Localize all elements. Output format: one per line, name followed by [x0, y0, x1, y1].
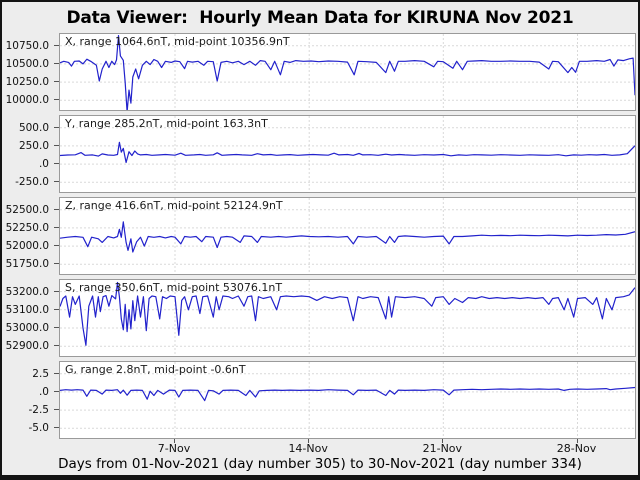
y-tick-mark: [54, 345, 59, 347]
chart-canvas-y: [60, 116, 635, 192]
x-tick-label: 21-Nov: [422, 442, 463, 455]
plot-area-z[interactable]: Z, range 416.6nT, mid-point 52124.9nT: [59, 197, 636, 275]
plot-area-y[interactable]: Y, range 285.2nT, mid-point 163.3nT: [59, 115, 636, 193]
y-axis-g: 2.5 .0 -2.5 -5.0: [2, 361, 59, 439]
y-tick-label: 10000.0: [5, 94, 49, 107]
y-tick-mark: [54, 409, 59, 411]
y-tick-label: 53000.0: [5, 322, 49, 334]
y-tick-label: 51750.0: [5, 258, 49, 271]
y-tick-mark: [54, 126, 59, 128]
chart-canvas-s: [60, 280, 635, 356]
y-tick-mark: [54, 44, 59, 46]
y-tick-label: 52000.0: [5, 240, 49, 253]
y-tick-label: .0: [38, 385, 49, 398]
plot-panel-y: 500.0 250.0 .0 -250.0 Y, range 285.2nT, mid…: [2, 115, 638, 193]
y-tick-label: 10750.0: [5, 39, 49, 52]
x-tick-label: 7-Nov: [157, 442, 191, 455]
y-tick-label: 52500.0: [5, 203, 49, 216]
y-tick-mark: [54, 427, 59, 429]
annotation-x: X, range 1064.6nT, mid-point 10356.9nT: [65, 35, 290, 48]
y-tick-mark: [54, 208, 59, 210]
data-line-y: [60, 141, 635, 164]
x-tick-label: 28-Nov: [556, 442, 597, 455]
x-tick-label: 14-Nov: [288, 442, 328, 455]
y-tick-label: 52250.0: [5, 221, 49, 234]
y-tick-mark: [54, 226, 59, 228]
plot-area-s[interactable]: S, range 350.6nT, mid-point 53076.1nT: [59, 279, 636, 357]
y-tick-mark: [54, 263, 59, 265]
y-tick-label: 53200.0: [5, 285, 49, 298]
y-tick-label: -5.0: [28, 422, 50, 435]
plot-panel-x: 10750.0 10500.0 10250.0 10000.0 X, range 10…: [2, 33, 638, 111]
x-axis-label: Days from 01-Nov-2021 (day number 305) t…: [58, 456, 582, 472]
plot-panel-g: 2.5 .0 -2.5 -5.0 G, range 2.8nT, mid-point …: [2, 361, 638, 439]
y-tick-mark: [54, 245, 59, 247]
plot-panel-s: 53200.0 53100.0 53000.0 52900.0 S, range 35…: [2, 279, 638, 357]
x-tick-mark: [174, 439, 175, 443]
annotation-s: S, range 350.6nT, mid-point 53076.1nT: [65, 281, 283, 294]
x-tick-mark: [442, 439, 444, 443]
y-tick-label: -2.5: [28, 404, 50, 417]
annotation-y: Y, range 285.2nT, mid-point 163.3nT: [65, 117, 268, 130]
y-tick-label: .0: [38, 158, 49, 171]
page-title: Data Viewer: Hourly Mean Data for KIRUNA…: [66, 8, 574, 28]
y-tick-mark: [54, 372, 59, 374]
y-axis-y: 500.0 250.0 .0 -250.0: [2, 115, 59, 193]
annotation-z: Z, range 416.6nT, mid-point 52124.9nT: [65, 199, 283, 212]
plot-panel-z: 52500.0 52250.0 52000.0 51750.0 Z, range 41…: [2, 197, 638, 275]
y-tick-mark: [54, 327, 59, 328]
y-tick-mark: [54, 99, 59, 101]
annotation-g: G, range 2.8nT, mid-point -0.6nT: [65, 363, 246, 376]
x-tick-mark: [576, 439, 578, 443]
y-tick-label: 53100.0: [5, 303, 49, 316]
y-tick-label: 10500.0: [5, 57, 49, 70]
data-line-g: [60, 386, 635, 402]
chart-canvas-g: [60, 362, 635, 438]
chart-canvas-z: [60, 198, 635, 274]
y-tick-mark: [54, 81, 59, 83]
data-line-x: [60, 35, 635, 110]
y-tick-mark: [54, 290, 59, 292]
chart-canvas-x: [60, 34, 635, 110]
plot-area-x[interactable]: X, range 1064.6nT, mid-point 10356.9nT: [59, 33, 636, 111]
y-tick-label: 52900.0: [5, 340, 49, 353]
y-tick-mark: [54, 308, 59, 310]
y-tick-mark: [54, 390, 59, 392]
y-tick-label: 10250.0: [5, 76, 49, 89]
y-axis-z: 52500.0 52250.0 52000.0 51750.0: [2, 197, 59, 275]
x-tick-mark: [308, 439, 310, 443]
y-tick-label: 250.0: [18, 139, 49, 152]
y-tick-label: 2.5: [32, 367, 49, 380]
data-line-s: [60, 281, 635, 346]
y-tick-mark: [54, 62, 59, 64]
data-line-z: [60, 221, 635, 253]
y-axis-s: 53200.0 53100.0 53000.0 52900.0: [2, 279, 59, 357]
y-tick-mark: [54, 163, 59, 165]
y-tick-mark: [54, 181, 59, 183]
y-axis-x: 10750.0 10500.0 10250.0 10000.0: [2, 33, 59, 111]
y-tick-mark: [54, 144, 59, 146]
plot-area-g[interactable]: G, range 2.8nT, mid-point -0.6nT: [59, 361, 636, 439]
y-tick-label: 500.0: [18, 121, 49, 134]
y-tick-label: -250.0: [15, 176, 49, 189]
